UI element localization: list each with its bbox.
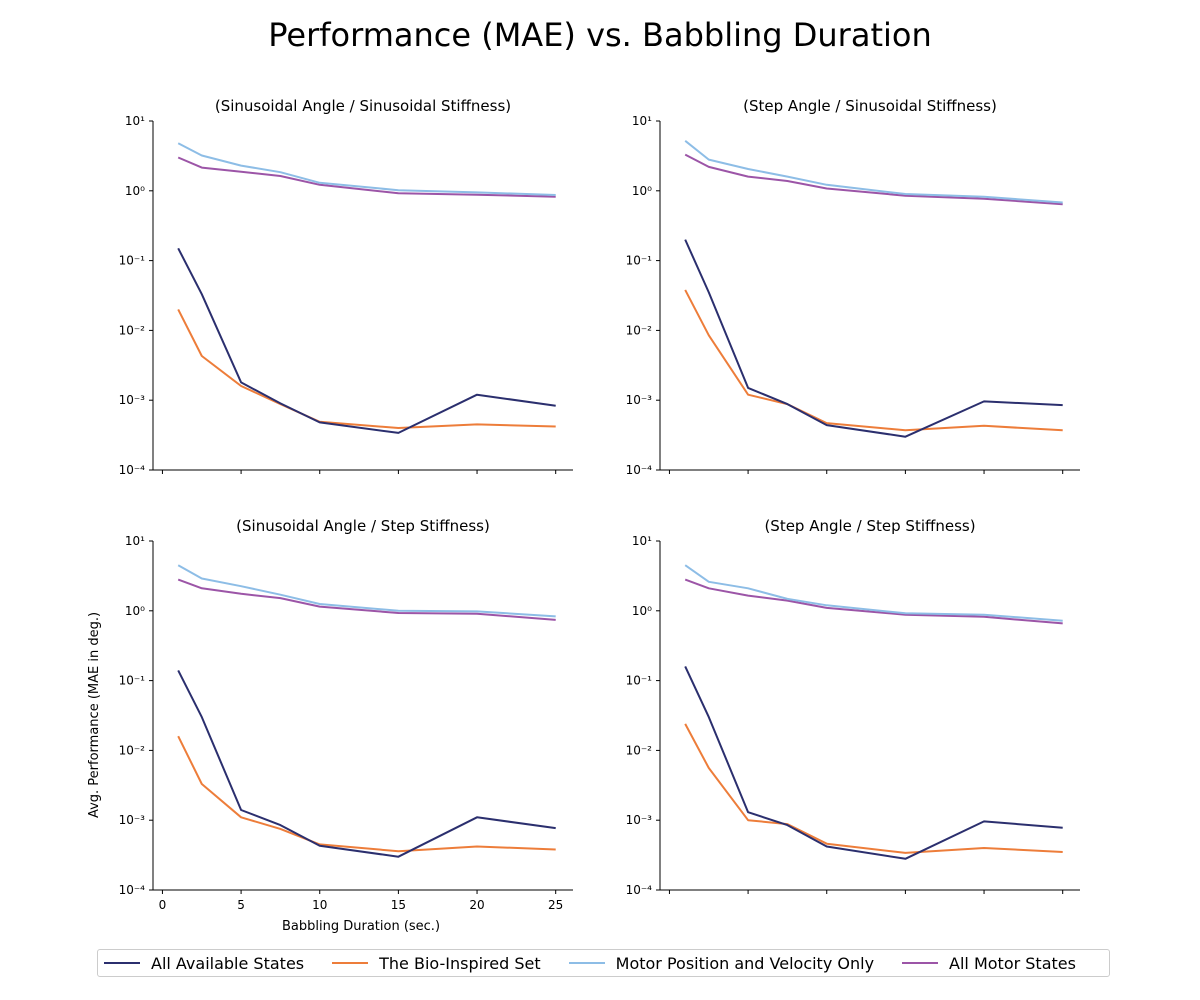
y-tick-label: 10⁻³	[119, 393, 146, 407]
x-tick-label: 20	[469, 898, 484, 912]
y-axis-label: Avg. Performance (MAE in deg.)	[87, 612, 102, 818]
x-tick-label: 15	[391, 898, 406, 912]
legend-swatch	[902, 962, 939, 964]
y-tick-label: 10⁻¹	[119, 254, 146, 268]
legend-label: All Motor States	[949, 953, 1076, 973]
series-line	[177, 669, 556, 858]
y-tick-label: 10¹	[125, 534, 145, 548]
legend-label: The Bio-Inspired Set	[379, 953, 541, 973]
series-line	[177, 156, 556, 198]
series-line	[177, 142, 556, 196]
legend: All Available States The Bio-Inspired Set…	[97, 949, 1110, 977]
legend-item: The Bio-Inspired Set	[332, 954, 541, 973]
subplot-3: (Sinusoidal Angle / Step Stiffness) 10⁻⁴ 1…	[87, 517, 573, 934]
y-tick-label: 10⁻³	[119, 813, 146, 827]
x-tick-label: 25	[548, 898, 563, 912]
y-tick-label: 10⁻²	[119, 743, 146, 757]
x-tick-label: 0	[159, 898, 167, 912]
x-tick-label: 10	[312, 898, 327, 912]
y-tick-label: 10⁻²	[626, 743, 653, 757]
y-tick-label: 10⁰	[125, 184, 145, 198]
series-line	[684, 140, 1063, 204]
y-tick-label: 10⁻¹	[119, 674, 146, 688]
subplot-title: (Sinusoidal Angle / Step Stiffness)	[236, 517, 490, 535]
y-tick-label: 10⁻⁴	[119, 463, 146, 477]
y-tick-label: 10⁰	[125, 604, 145, 618]
series-line	[684, 723, 1063, 854]
y-tick-label: 10⁻⁴	[626, 883, 653, 897]
y-tick-label: 10⁰	[632, 604, 652, 618]
legend-item: All Motor States	[902, 954, 1076, 973]
y-tick-label: 10⁰	[632, 184, 652, 198]
legend-item: All Available States	[104, 954, 304, 973]
series-line	[684, 153, 1063, 206]
legend-swatch	[568, 962, 605, 964]
legend-label: All Available States	[151, 953, 305, 973]
series-line	[177, 247, 556, 434]
legend-swatch	[332, 962, 369, 964]
y-tick-label: 10⁻²	[626, 323, 653, 337]
x-axis-label: Babbling Duration (sec.)	[282, 919, 440, 934]
figure-title: Performance (MAE) vs. Babbling Duration	[268, 16, 931, 54]
subplot-title: (Sinusoidal Angle / Sinusoidal Stiffness…	[215, 97, 511, 115]
y-tick-label: 10¹	[632, 534, 652, 548]
series-line	[684, 578, 1063, 625]
subplot-1: (Sinusoidal Angle / Sinusoidal Stiffness…	[119, 97, 573, 477]
y-tick-label: 10¹	[125, 114, 145, 128]
x-tick-label: 5	[237, 898, 245, 912]
y-tick-label: 10⁻³	[626, 813, 653, 827]
series-line	[177, 578, 556, 621]
y-tick-label: 10⁻⁴	[119, 883, 146, 897]
legend-swatch	[104, 962, 140, 964]
y-tick-label: 10⁻⁴	[626, 463, 653, 477]
series-line	[177, 735, 556, 853]
subplot-title: (Step Angle / Sinusoidal Stiffness)	[743, 97, 997, 115]
y-tick-label: 10⁻³	[626, 393, 653, 407]
subplot-2: (Step Angle / Sinusoidal Stiffness) 10⁻⁴ 1…	[626, 97, 1080, 477]
series-line	[684, 665, 1063, 860]
y-tick-label: 10⁻¹	[626, 254, 653, 268]
series-line	[177, 564, 556, 618]
legend-item: Motor Position and Velocity Only	[568, 953, 875, 973]
series-line	[684, 239, 1063, 438]
subplot-title: (Step Angle / Step Stiffness)	[764, 517, 975, 535]
y-tick-label: 10⁻²	[119, 323, 146, 337]
series-line	[684, 289, 1063, 432]
subplot-4: (Step Angle / Step Stiffness) 10⁻⁴ 10⁻³ 10⁻…	[626, 517, 1080, 897]
y-tick-label: 10⁻¹	[626, 674, 653, 688]
y-tick-label: 10¹	[632, 114, 652, 128]
series-line	[684, 564, 1063, 622]
legend-label: Motor Position and Velocity Only	[615, 953, 875, 973]
